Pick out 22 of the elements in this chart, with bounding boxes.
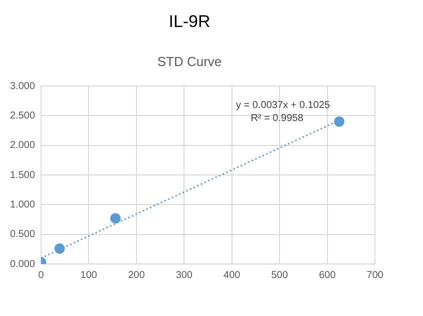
- point: [110, 213, 121, 224]
- y-tick-label: 2.000: [10, 140, 36, 152]
- annotation: y = 0.0037x + 0.1025: [236, 100, 330, 111]
- chart-title: IL-9R: [168, 12, 210, 31]
- point: [54, 243, 65, 254]
- y-tick-label: 0.500: [10, 229, 36, 240]
- point: [334, 116, 344, 127]
- y-tick-label: 3.000: [10, 80, 36, 92]
- y-tick-label: 2.500: [10, 110, 36, 122]
- y-tick-label: 1.000: [10, 199, 36, 210]
- x-tick-label: 300: [176, 270, 193, 281]
- x-tick-label: 600: [318, 270, 336, 281]
- annotation: R² = 0.9958: [250, 113, 304, 124]
- x-tick-label: 200: [128, 270, 146, 281]
- x-tick-label: 700: [366, 270, 384, 281]
- y-tick-label: 0.000: [10, 258, 36, 270]
- x-tick-label: 100: [80, 270, 98, 281]
- x-tick-label: 0: [38, 270, 44, 281]
- x-tick-label: 400: [224, 270, 241, 281]
- chart-subtitle: STD Curve: [157, 54, 222, 69]
- x-tick-label: 500: [271, 270, 288, 281]
- y-tick-label: 1.500: [10, 170, 36, 181]
